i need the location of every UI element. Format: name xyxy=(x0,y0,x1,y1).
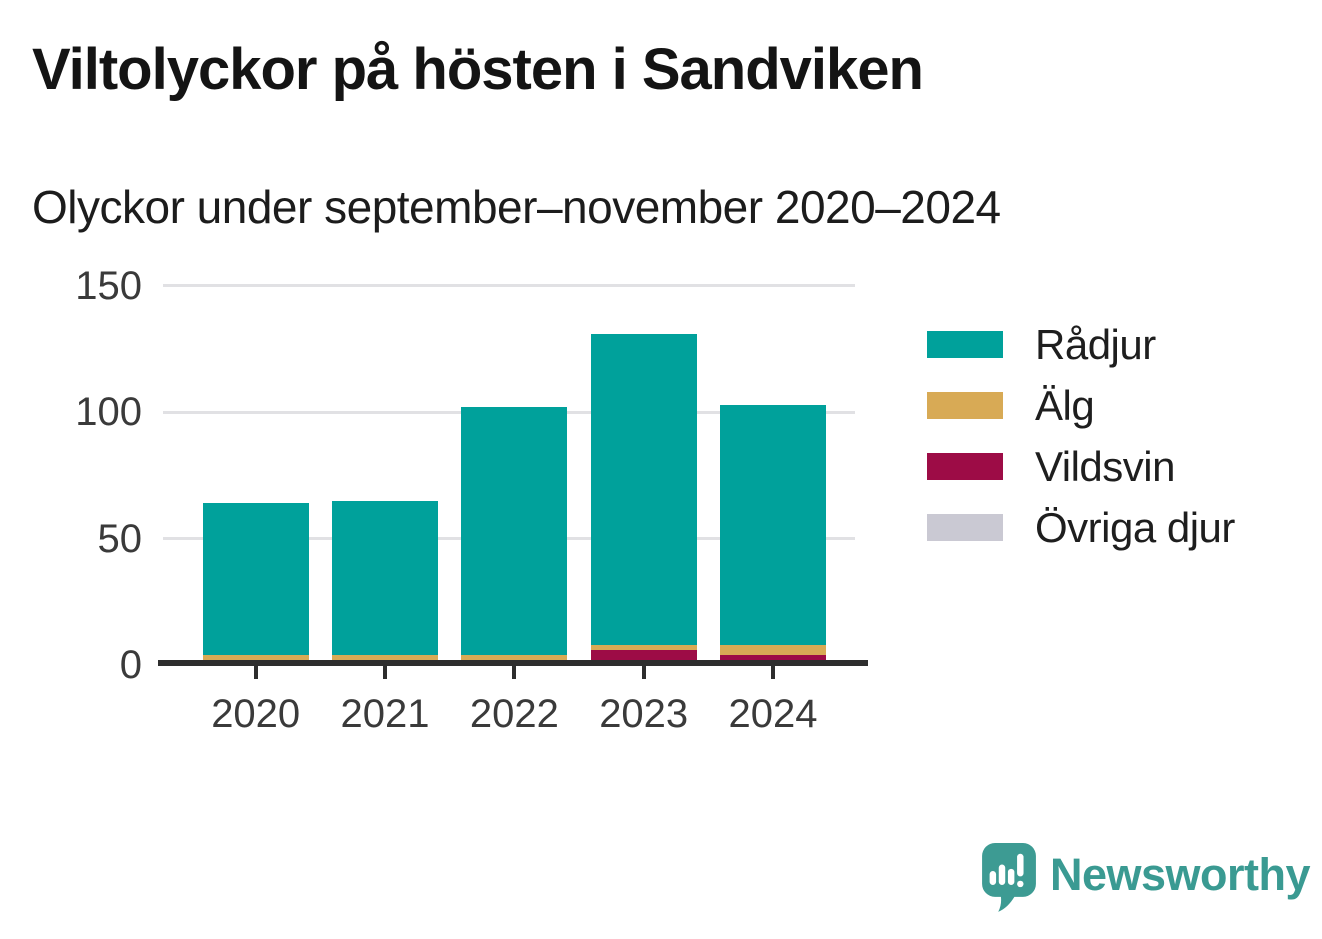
x-axis-tick-label: 2022 xyxy=(469,692,559,736)
legend-swatch xyxy=(927,453,1003,480)
x-axis-tick-label: 2024 xyxy=(728,692,818,736)
chart-subtitle: Olyckor under september–november 2020–20… xyxy=(32,181,1001,233)
legend-item-Övriga djur: Övriga djur xyxy=(927,504,1235,551)
legend-item-Älg: Älg xyxy=(927,382,1235,429)
x-axis-tick xyxy=(383,666,387,679)
legend-swatch xyxy=(927,514,1003,541)
y-axis-tick-label: 100 xyxy=(75,390,142,435)
legend-label: Rådjur xyxy=(1035,320,1156,368)
y-axis-tick-label: 150 xyxy=(75,263,142,308)
legend-item-Rådjur: Rådjur xyxy=(927,321,1235,368)
legend-swatch xyxy=(927,392,1003,419)
x-axis-tick xyxy=(641,666,646,679)
bar-segment-2022-Älg xyxy=(461,654,568,665)
bar-segment-2022-Rådjur xyxy=(461,407,568,655)
y-axis-tick-label: 0 xyxy=(119,643,142,687)
bar-segment-2021-Rådjur xyxy=(332,500,438,655)
gridline-150 xyxy=(163,284,855,288)
bar-segment-2024-Älg xyxy=(720,644,826,655)
bar-segment-2023-Rådjur xyxy=(590,334,697,645)
bar-segment-2020-Älg xyxy=(202,654,309,663)
legend-label: Övriga djur xyxy=(1035,503,1235,551)
newsworthy-wordmark: Newsworthy xyxy=(1050,849,1311,900)
x-axis-tick-label: 2023 xyxy=(599,692,689,736)
bar-segment-2021-Älg xyxy=(332,654,438,660)
newsworthy-icon xyxy=(982,843,1036,912)
y-axis-tick-label: 50 xyxy=(97,516,143,561)
newsworthy-logo: Newsworthy xyxy=(982,843,1311,913)
x-axis-tick xyxy=(253,666,258,679)
legend-label: Vildsvin xyxy=(1035,442,1175,490)
x-axis-tick-label: 2020 xyxy=(211,692,301,736)
legend-label: Älg xyxy=(1035,381,1095,429)
bar-segment-2020-Rådjur xyxy=(202,503,309,655)
x-axis-tick xyxy=(512,666,517,679)
x-axis-tick-label: 2021 xyxy=(340,692,430,736)
x-axis-tick xyxy=(771,666,775,679)
page-title: Viltolyckor på hösten i Sandviken xyxy=(32,37,924,102)
legend-swatch xyxy=(927,331,1003,358)
bar-segment-2024-Vildsvin xyxy=(720,654,826,665)
bar-segment-2024-Rådjur xyxy=(720,404,826,645)
bar-segment-2023-Älg xyxy=(590,644,697,650)
x-axis-line xyxy=(158,660,868,666)
legend-item-Vildsvin: Vildsvin xyxy=(927,443,1235,490)
chart-legend: Rådjur Älg Vildsvin Övriga djur xyxy=(927,321,1235,575)
